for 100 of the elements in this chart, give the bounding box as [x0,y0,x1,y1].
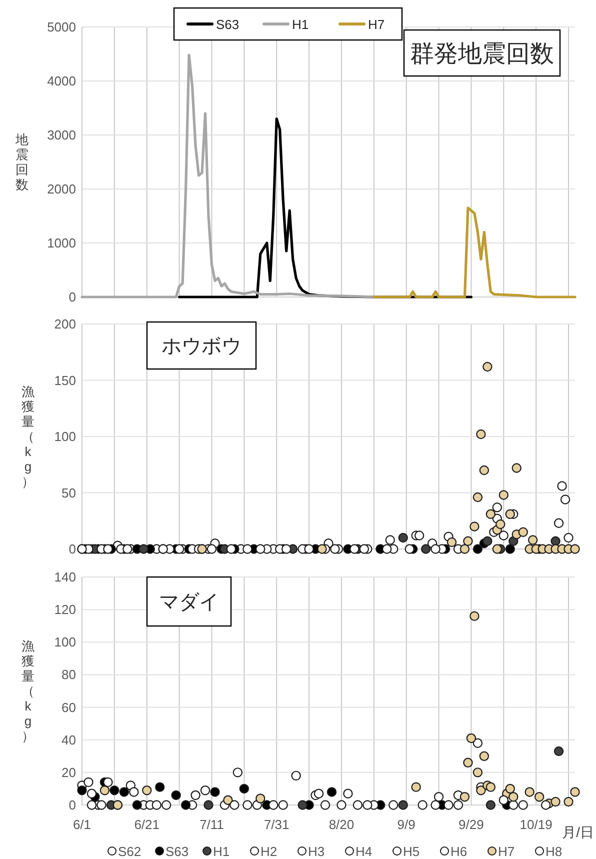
point [564,796,574,807]
y-tick-label: 1000 [47,236,76,250]
point [206,544,217,554]
point [84,777,94,788]
point [278,800,288,810]
x-tick-label: 8/20 [328,817,354,832]
point [103,777,113,788]
point [100,785,110,796]
point [420,544,431,554]
point [472,492,483,502]
point [411,782,421,792]
y-tick-label: 50 [62,485,76,500]
point [472,768,483,778]
point [512,463,522,473]
point [550,536,560,546]
point [119,787,130,797]
point [132,800,142,810]
text: ホウボウ [162,336,242,358]
y-tick-label: 40 [62,732,76,748]
point [472,544,483,554]
point [518,800,528,810]
y-tick-label: 0 [68,798,76,812]
y-axis-title: 漁獲量（kg） [22,384,34,489]
point [138,544,148,554]
point [472,738,483,748]
point [453,800,464,810]
point [498,490,508,500]
point [414,530,424,540]
point [256,794,266,804]
legend-label: H1 [213,844,230,859]
point [256,544,266,554]
x-tick-label: 9/29 [458,817,484,832]
point [524,787,534,797]
point [404,544,414,554]
point [398,532,408,543]
y-tick-label: 100 [54,634,76,650]
y-tick-label: 100 [54,429,76,444]
point [463,758,473,768]
x-tick-label: 6/1 [72,817,92,832]
point [430,800,440,810]
x-tick-label: 10/19 [520,817,552,832]
point [550,796,560,807]
x-tick-label: 7/31 [264,817,290,832]
point [190,790,200,800]
point [434,792,444,802]
point [86,788,97,798]
point [557,481,567,491]
point [418,800,428,810]
point [200,785,210,796]
point [110,785,120,796]
legend-label: H7 [368,17,385,32]
point [77,785,87,796]
point [476,785,486,796]
legend-label: S63 [216,17,240,32]
y-axis-title: 漁獲量（kg） [22,638,34,744]
y-tick-label: 5000 [47,20,76,34]
legend-label: H3 [308,844,325,859]
legend-label: H7 [498,844,515,859]
point [239,784,250,794]
point [554,518,564,528]
point [476,429,486,440]
point [171,790,181,800]
point [382,544,392,554]
point [540,800,551,810]
point [398,800,408,810]
point [508,800,518,810]
point [317,544,327,554]
legend-label: S62 [118,844,142,859]
point [152,800,162,810]
y-tick-label: 3000 [47,128,76,142]
point [298,800,308,810]
y-tick-label: 140 [54,570,76,584]
point [486,800,496,810]
point [161,800,172,810]
point [223,795,233,805]
point [281,544,292,554]
point [470,522,480,532]
legend-label: H5 [403,844,420,859]
point [486,782,496,792]
point [232,768,243,778]
point [554,746,564,756]
point [479,751,490,761]
y-tick-label: 80 [62,667,76,682]
point [518,527,528,537]
legend-label: H8 [546,844,562,859]
y-tick-label: 0 [68,290,76,304]
point [242,544,252,554]
y-tick-label: 150 [54,372,76,388]
point [560,494,570,504]
point [343,788,353,798]
point [388,800,398,810]
point [460,544,470,554]
point [226,544,236,554]
x-tick-label: 9/9 [397,817,416,832]
point [314,788,324,798]
legend-label: H6 [450,844,468,859]
point [460,792,470,802]
point [96,800,106,810]
x-axis-title: 月/日 [562,824,594,840]
point [446,537,457,548]
